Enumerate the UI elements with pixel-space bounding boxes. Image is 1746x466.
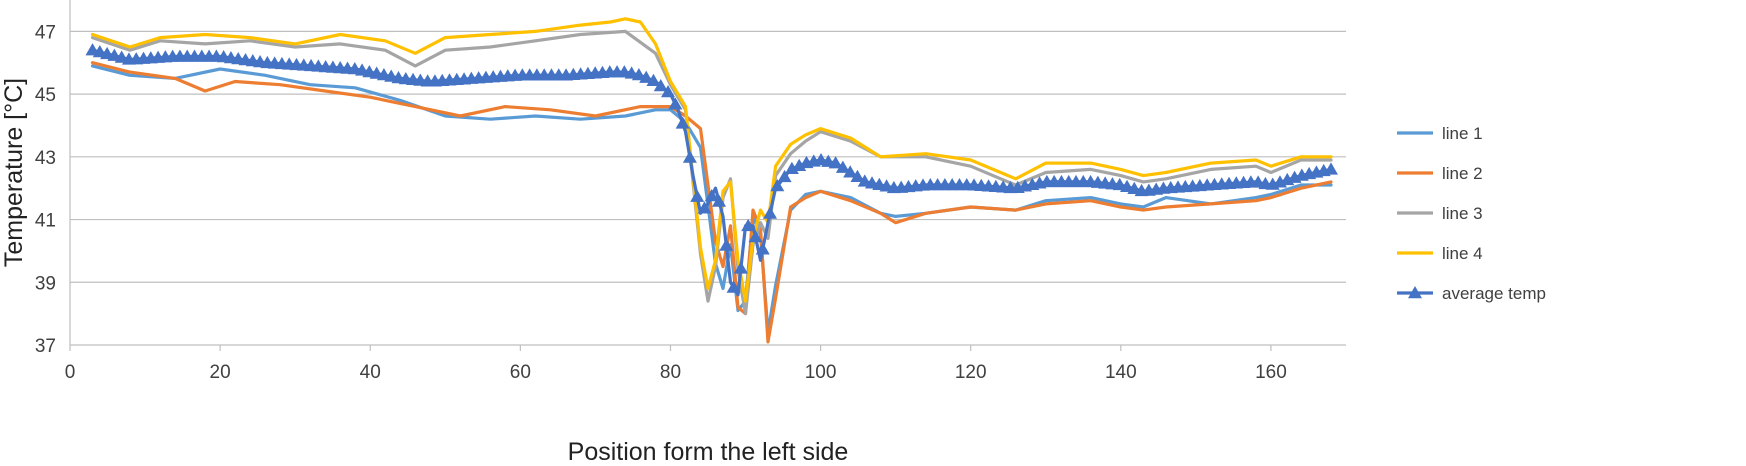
- tick-labels: 37 39 41 43 45 47 0 20 40 60 80 100 120 140 160: [35, 22, 1287, 383]
- data-point-marker: [741, 218, 756, 232]
- series-group: [85, 17, 1338, 344]
- legend-item: line 3: [1397, 204, 1483, 223]
- series-line-4: [90, 17, 1333, 303]
- data-point-marker: [682, 150, 697, 163]
- data-point-marker: [733, 261, 748, 274]
- y-tick-label: 45: [35, 85, 56, 106]
- data-point-marker: [763, 206, 778, 219]
- x-tick-label: 60: [510, 362, 531, 383]
- series-line-3: [90, 29, 1333, 316]
- x-tick-label: 120: [955, 362, 987, 383]
- series-line: [90, 17, 1333, 303]
- legend-marker: [1408, 286, 1422, 299]
- data-point-marker: [668, 97, 683, 110]
- data-point-marker: [690, 189, 705, 202]
- series-line-2: [90, 61, 1333, 344]
- legend-item: average temp: [1397, 284, 1546, 303]
- y-tick-label: 41: [35, 211, 56, 232]
- data-point-marker: [697, 201, 712, 214]
- data-point-marker: [770, 178, 785, 192]
- x-tick-label: 80: [660, 362, 681, 383]
- data-point-marker: [646, 73, 661, 86]
- legend: line 1 line 2 line 3 line 4 average temp: [1397, 124, 1546, 303]
- data-point-marker: [661, 85, 676, 98]
- y-axis-title: Temperature [°C]: [0, 78, 28, 267]
- legend-label: average temp: [1442, 284, 1546, 303]
- legend-item: line 1: [1397, 124, 1483, 143]
- data-point-marker: [675, 116, 690, 129]
- x-tick-label: 160: [1255, 362, 1287, 383]
- series-line: [90, 48, 1333, 297]
- x-tick-label: 100: [805, 362, 837, 383]
- x-tick-label: 140: [1105, 362, 1137, 383]
- data-point-marker: [835, 160, 850, 173]
- data-point-marker: [755, 242, 770, 255]
- series-line: [90, 29, 1333, 316]
- data-point-marker: [712, 194, 727, 207]
- grid-lines: [70, 30, 1346, 283]
- data-point-marker: [631, 67, 646, 81]
- data-point-marker: [719, 238, 734, 251]
- data-point-marker: [639, 70, 654, 83]
- x-tick-label: 20: [210, 362, 231, 383]
- series-line: [90, 61, 1333, 344]
- series-average-temp: [85, 43, 1338, 297]
- legend-item: line 2: [1397, 164, 1483, 183]
- data-point-marker: [653, 78, 668, 92]
- data-point-marker: [850, 169, 865, 183]
- data-point-marker: [704, 189, 719, 202]
- legend-label: line 1: [1442, 124, 1483, 143]
- legend-item: line 4: [1397, 244, 1483, 263]
- y-tick-label: 47: [35, 22, 56, 43]
- x-axis-title: Position form the left side: [568, 438, 849, 466]
- legend-label: line 2: [1442, 164, 1483, 183]
- axes: [69, 0, 1346, 351]
- data-point-marker: [748, 229, 763, 243]
- data-point-marker: [777, 169, 792, 183]
- legend-label: line 4: [1442, 244, 1483, 263]
- x-tick-label: 40: [360, 362, 381, 383]
- y-tick-label: 43: [35, 148, 56, 169]
- data-point-marker: [843, 165, 858, 178]
- data-point-marker: [1323, 162, 1338, 175]
- data-point-marker: [828, 156, 843, 169]
- y-tick-label: 39: [35, 273, 56, 294]
- y-tick-label: 37: [35, 336, 56, 357]
- legend-label: line 3: [1442, 204, 1483, 223]
- x-tick-label: 0: [65, 362, 76, 383]
- data-point-marker: [726, 280, 741, 293]
